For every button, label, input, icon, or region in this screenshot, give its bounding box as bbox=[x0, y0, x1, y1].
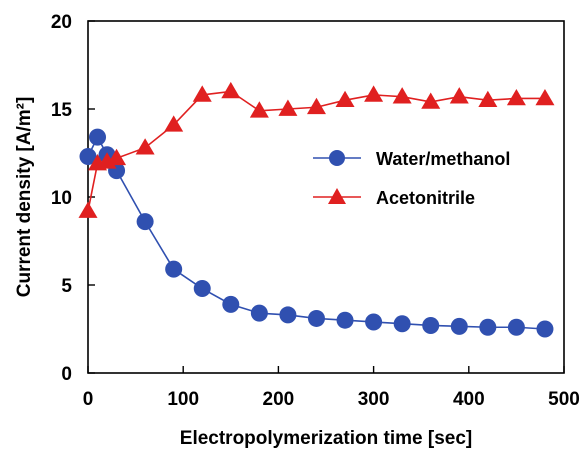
x-tick-label: 0 bbox=[83, 389, 94, 410]
ticks: 0 100 200 300 400 500 0 5 10 15 20 bbox=[51, 12, 580, 410]
data-point-water-methanol bbox=[193, 280, 211, 298]
data-point-water-methanol bbox=[479, 318, 497, 336]
data-point-acetonitrile bbox=[364, 85, 384, 102]
legend-label-water-methanol: Water/methanol bbox=[376, 149, 510, 169]
data-point-acetonitrile bbox=[135, 138, 155, 155]
legend-marker-water-methanol bbox=[329, 150, 345, 166]
data-point-acetonitrile bbox=[449, 87, 469, 104]
data-point-acetonitrile bbox=[478, 90, 498, 108]
legend: Water/methanol Acetonitrile bbox=[307, 136, 563, 218]
data-point-acetonitrile bbox=[506, 88, 526, 106]
data-point-water-methanol bbox=[507, 318, 525, 336]
y-axis-title: Current density [A/m²] bbox=[14, 97, 35, 298]
data-point-acetonitrile bbox=[192, 85, 212, 102]
data-point-water-methanol bbox=[536, 320, 554, 338]
y-tick-label: 0 bbox=[61, 364, 72, 385]
data-point-acetonitrile bbox=[278, 99, 298, 116]
data-point-water-methanol bbox=[222, 295, 240, 313]
data-point-acetonitrile bbox=[392, 87, 412, 104]
data-point-water-methanol bbox=[79, 148, 97, 166]
data-point-water-methanol bbox=[250, 304, 268, 322]
data-point-water-methanol bbox=[165, 260, 183, 278]
data-point-water-methanol bbox=[89, 128, 107, 146]
x-tick-label: 200 bbox=[263, 389, 295, 410]
y-tick-label: 10 bbox=[51, 188, 72, 209]
legend-marker-acetonitrile bbox=[328, 188, 346, 204]
data-point-acetonitrile bbox=[107, 148, 127, 166]
data-point-acetonitrile bbox=[78, 201, 98, 218]
data-point-water-methanol bbox=[365, 313, 383, 331]
data-point-acetonitrile bbox=[306, 97, 326, 115]
y-tick-label: 15 bbox=[51, 100, 73, 121]
y-tick-label: 5 bbox=[61, 276, 72, 297]
legend-label-acetonitrile: Acetonitrile bbox=[376, 188, 475, 208]
x-axis-title: Electropolymerization time [sec] bbox=[180, 428, 472, 449]
data-point-water-methanol bbox=[279, 306, 297, 324]
data-point-water-methanol bbox=[393, 315, 411, 333]
y-tick-label: 20 bbox=[51, 12, 72, 33]
data-point-acetonitrile bbox=[421, 92, 441, 109]
legend-box bbox=[307, 136, 563, 218]
x-tick-label: 300 bbox=[358, 389, 390, 410]
x-tick-label: 100 bbox=[167, 389, 199, 410]
data-point-acetonitrile bbox=[221, 81, 241, 99]
data-point-water-methanol bbox=[336, 311, 354, 329]
data-point-water-methanol bbox=[450, 317, 468, 335]
series-layer bbox=[78, 81, 555, 338]
x-tick-label: 400 bbox=[453, 389, 485, 410]
data-point-water-methanol bbox=[136, 213, 154, 231]
data-point-acetonitrile bbox=[249, 101, 269, 118]
data-point-water-methanol bbox=[307, 309, 325, 327]
x-tick-label: 500 bbox=[548, 389, 580, 410]
data-point-acetonitrile bbox=[535, 88, 555, 106]
data-point-acetonitrile bbox=[335, 90, 355, 108]
data-point-acetonitrile bbox=[164, 115, 184, 132]
data-point-water-methanol bbox=[422, 316, 440, 334]
